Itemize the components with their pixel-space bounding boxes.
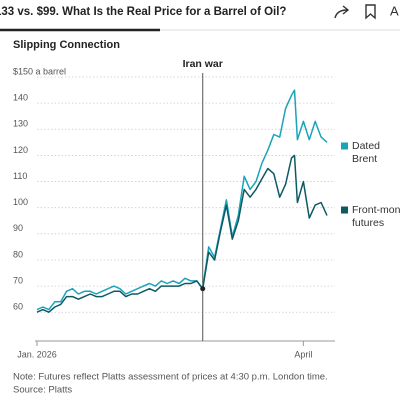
y-tick-label: 140 bbox=[13, 93, 28, 103]
y-tick-label: 130 bbox=[13, 119, 28, 129]
share-icon[interactable] bbox=[334, 5, 350, 19]
y-tick-label: $150 a barrel bbox=[13, 66, 66, 76]
y-tick-label: 120 bbox=[13, 145, 28, 155]
y-tick-label: 90 bbox=[13, 223, 23, 233]
series-line bbox=[36, 154, 328, 313]
legend-label-line: Dated bbox=[352, 140, 380, 152]
y-tick-label: 60 bbox=[13, 302, 23, 312]
y-tick-label: 110 bbox=[13, 171, 27, 181]
chart-title: Slipping Connection bbox=[13, 39, 120, 51]
bookmark-icon[interactable] bbox=[365, 4, 376, 20]
source: Source: Platts bbox=[13, 385, 72, 396]
text-size-icon[interactable]: A bbox=[390, 3, 399, 18]
note: Note: Futures reflect Platts assessment … bbox=[13, 372, 328, 383]
article-title: 133 vs. $99. What Is the Real Price for … bbox=[0, 6, 286, 18]
legend-label: Front-monthfutures bbox=[352, 204, 400, 229]
legend-label: Dated Brent bbox=[352, 140, 380, 165]
legend-swatch bbox=[341, 206, 348, 214]
series-line bbox=[36, 89, 328, 311]
legend-swatch bbox=[341, 142, 348, 150]
y-tick-label: 100 bbox=[13, 197, 28, 207]
legend-label-line: futures bbox=[352, 217, 384, 229]
legend-label-line: Front-month bbox=[352, 204, 400, 216]
annotation-label: Iran war bbox=[183, 58, 223, 70]
annotation-dot bbox=[200, 286, 206, 292]
x-tick-label: Jan. 2026 bbox=[17, 349, 57, 359]
y-tick-label: 80 bbox=[13, 249, 23, 259]
legend-label-line: Brent bbox=[352, 153, 377, 165]
x-tick-label: April bbox=[294, 349, 312, 359]
y-tick-label: 70 bbox=[13, 275, 23, 285]
